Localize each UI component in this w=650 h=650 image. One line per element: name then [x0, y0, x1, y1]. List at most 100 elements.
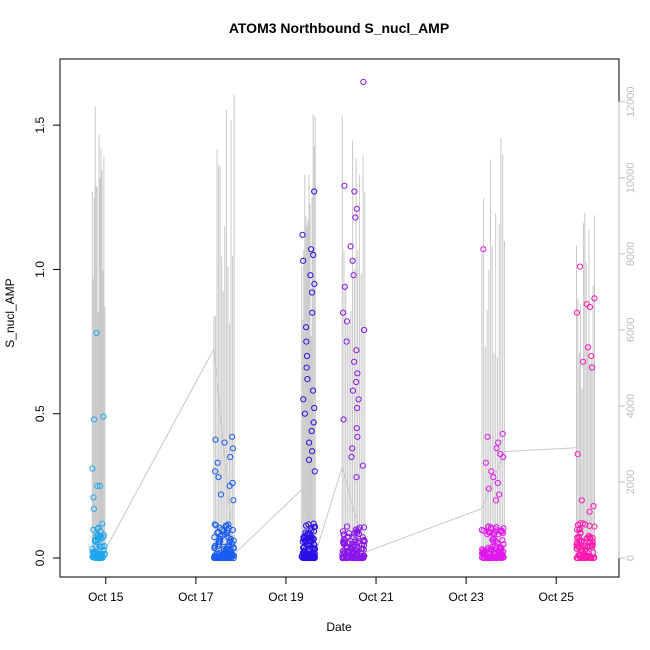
data-point	[340, 416, 347, 423]
data-point	[308, 427, 315, 435]
data-point	[584, 544, 591, 551]
data-point	[226, 538, 233, 545]
x-axis-label: Date	[326, 620, 352, 634]
data-point	[306, 439, 313, 446]
data-point	[310, 419, 317, 426]
data-point	[301, 549, 308, 556]
x-tick-label: Oct 25	[539, 590, 575, 604]
data-point	[341, 283, 348, 290]
data-point	[310, 387, 317, 394]
data-point	[587, 538, 594, 545]
data-point	[354, 370, 361, 377]
data-point	[492, 528, 499, 535]
data-point	[490, 531, 498, 538]
data-point	[591, 295, 598, 302]
data-point	[214, 459, 221, 466]
data-point	[581, 554, 588, 561]
data-point	[580, 358, 587, 365]
data-point	[100, 413, 107, 420]
data-point	[493, 554, 500, 562]
data-point	[351, 546, 359, 553]
data-point	[359, 462, 366, 469]
y-axis: 0.0 0.5 1.0 1.5	[33, 117, 61, 566]
data-point	[300, 396, 307, 403]
data-point	[217, 491, 225, 498]
data-point	[90, 494, 97, 501]
x-axis: Oct 15 Oct 17 Oct 19 Oct 21 Oct 23 Oct 25	[88, 576, 575, 604]
y2-tick-label: 6000	[625, 318, 637, 342]
data-point	[299, 231, 306, 238]
data-point	[488, 468, 495, 475]
y2-tick-label: 12000	[625, 87, 637, 118]
data-point	[348, 554, 355, 561]
data-point	[309, 289, 316, 296]
data-point	[343, 523, 351, 530]
data-point	[351, 358, 358, 365]
data-point	[484, 433, 491, 440]
data-point	[574, 451, 581, 458]
data-point	[309, 309, 316, 316]
data-point	[355, 396, 362, 403]
data-point	[311, 546, 319, 553]
data-point	[351, 188, 358, 195]
data-point	[578, 537, 586, 545]
y-tick-label: 0.0	[33, 549, 47, 566]
data-point	[224, 554, 231, 562]
data-point	[360, 546, 367, 553]
data-point	[310, 528, 318, 535]
data-point	[482, 459, 489, 466]
y2-axis: 0 2000 4000 6000 8000 10000 12000	[618, 87, 637, 561]
data-point	[303, 364, 310, 371]
data-point	[212, 436, 219, 443]
data-point	[311, 468, 318, 475]
data-point	[310, 251, 317, 259]
data-point	[585, 550, 592, 557]
data-point	[588, 364, 596, 371]
x-tick-label: Oct 15	[88, 590, 124, 604]
data-point	[230, 537, 237, 544]
data-point	[361, 524, 368, 531]
data-point	[490, 535, 497, 543]
data-point	[352, 214, 359, 221]
data-point	[225, 534, 232, 542]
data-point	[586, 303, 594, 311]
data-point	[348, 545, 355, 553]
y-tick-label: 0.5	[33, 405, 47, 422]
data-point	[353, 474, 360, 481]
data-point	[495, 439, 502, 446]
data-point	[499, 528, 506, 535]
data-point	[484, 531, 491, 538]
data-point	[354, 433, 361, 440]
data-point	[211, 534, 218, 541]
data-point	[478, 550, 486, 557]
data-point	[586, 535, 594, 542]
x-tick-label: Oct 19	[268, 590, 304, 604]
data-point	[578, 497, 585, 504]
data-point	[303, 338, 310, 345]
chart-title: ATOM3 Northbound S_nucl_AMP	[229, 20, 449, 36]
data-point	[308, 541, 315, 548]
data-point	[499, 430, 506, 437]
data-point	[355, 526, 362, 533]
y-tick-label: 1.5	[33, 117, 47, 134]
y-tick-label: 1.0	[33, 261, 47, 278]
y2-tick-label: 4000	[625, 394, 637, 418]
data-point	[340, 539, 347, 546]
data-point	[302, 538, 309, 545]
data-point	[311, 280, 318, 287]
data-point	[304, 376, 311, 383]
data-point	[89, 553, 96, 560]
data-point	[343, 318, 351, 325]
data-point	[496, 554, 503, 562]
plot-frame	[59, 58, 620, 578]
data-point	[350, 272, 357, 279]
data-point	[574, 543, 581, 550]
x-tick-label: Oct 17	[178, 590, 214, 604]
data-point	[96, 482, 104, 489]
data-point	[480, 246, 487, 253]
data-point	[94, 482, 101, 489]
data-point	[211, 521, 218, 528]
data-point	[90, 526, 97, 533]
data-point	[496, 491, 503, 498]
data-point	[499, 537, 506, 544]
